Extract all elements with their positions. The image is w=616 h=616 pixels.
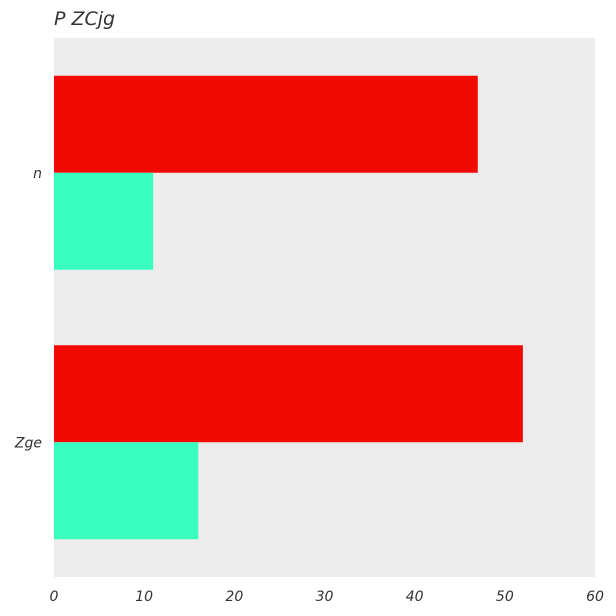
x-tick-labels: 0 10 20 30 40 50 60 <box>50 589 604 605</box>
bars-group <box>54 75 523 540</box>
y-tick-label: Zge <box>14 435 42 451</box>
x-tick-label: 30 <box>316 589 334 605</box>
bar-n-series-1 <box>54 75 478 173</box>
y-tick-labels: n Zge <box>14 166 42 452</box>
bar-zge-series-1 <box>54 345 523 443</box>
bar-zge-series-2 <box>54 442 199 540</box>
x-tick-label: 50 <box>496 589 514 605</box>
y-tick-label: n <box>33 166 42 182</box>
x-tick-label: 10 <box>135 589 153 605</box>
x-tick-label: 40 <box>406 589 424 605</box>
chart-title: P ZCjg <box>54 8 116 30</box>
x-tick-label: 60 <box>586 589 604 605</box>
x-tick-label: 0 <box>50 589 59 605</box>
bar-n-series-2 <box>54 172 154 270</box>
x-tick-label: 20 <box>225 589 243 605</box>
